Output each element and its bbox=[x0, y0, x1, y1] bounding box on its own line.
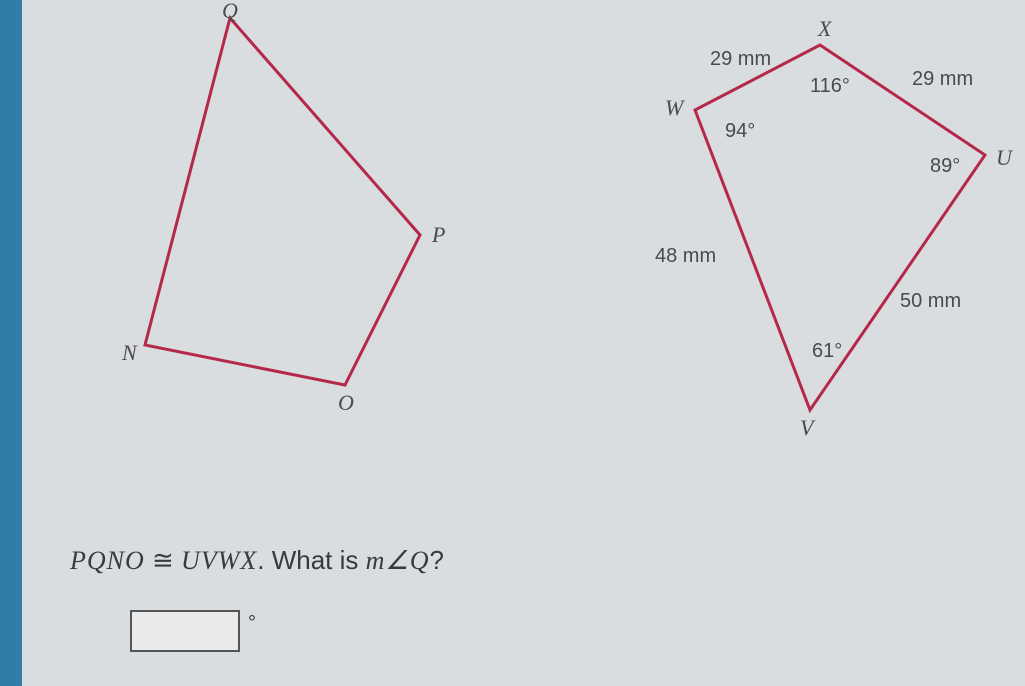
angle-x-label: 116° bbox=[810, 75, 850, 98]
angle-u-label: 89° bbox=[930, 155, 960, 178]
vertex-x: X bbox=[818, 16, 831, 42]
congruent-symbol: ≅ bbox=[152, 545, 174, 575]
ask-angle: m∠Q bbox=[366, 546, 430, 575]
answer-input[interactable] bbox=[130, 610, 240, 652]
degree-symbol: ° bbox=[248, 612, 256, 635]
edge-xu-label: 29 mm bbox=[912, 68, 973, 91]
qmark: ? bbox=[429, 545, 443, 575]
edge-vw-label: 48 mm bbox=[655, 245, 716, 268]
angle-w-label: 94° bbox=[725, 120, 755, 143]
angle-v-label: 61° bbox=[812, 340, 842, 363]
q-text: . What is bbox=[257, 545, 365, 575]
vertex-u: U bbox=[996, 145, 1012, 171]
shape-uvwx: UVWX bbox=[181, 546, 257, 575]
vertex-w: W bbox=[665, 95, 683, 121]
quad-uvwx bbox=[0, 0, 1025, 500]
edge-wx-label: 29 mm bbox=[710, 48, 771, 71]
edge-uv-label: 50 mm bbox=[900, 290, 961, 313]
vertex-v: V bbox=[800, 415, 813, 441]
question-text: PQNO ≅ UVWX. What is m∠Q? bbox=[70, 545, 444, 576]
shape-pqno: PQNO bbox=[70, 546, 145, 575]
